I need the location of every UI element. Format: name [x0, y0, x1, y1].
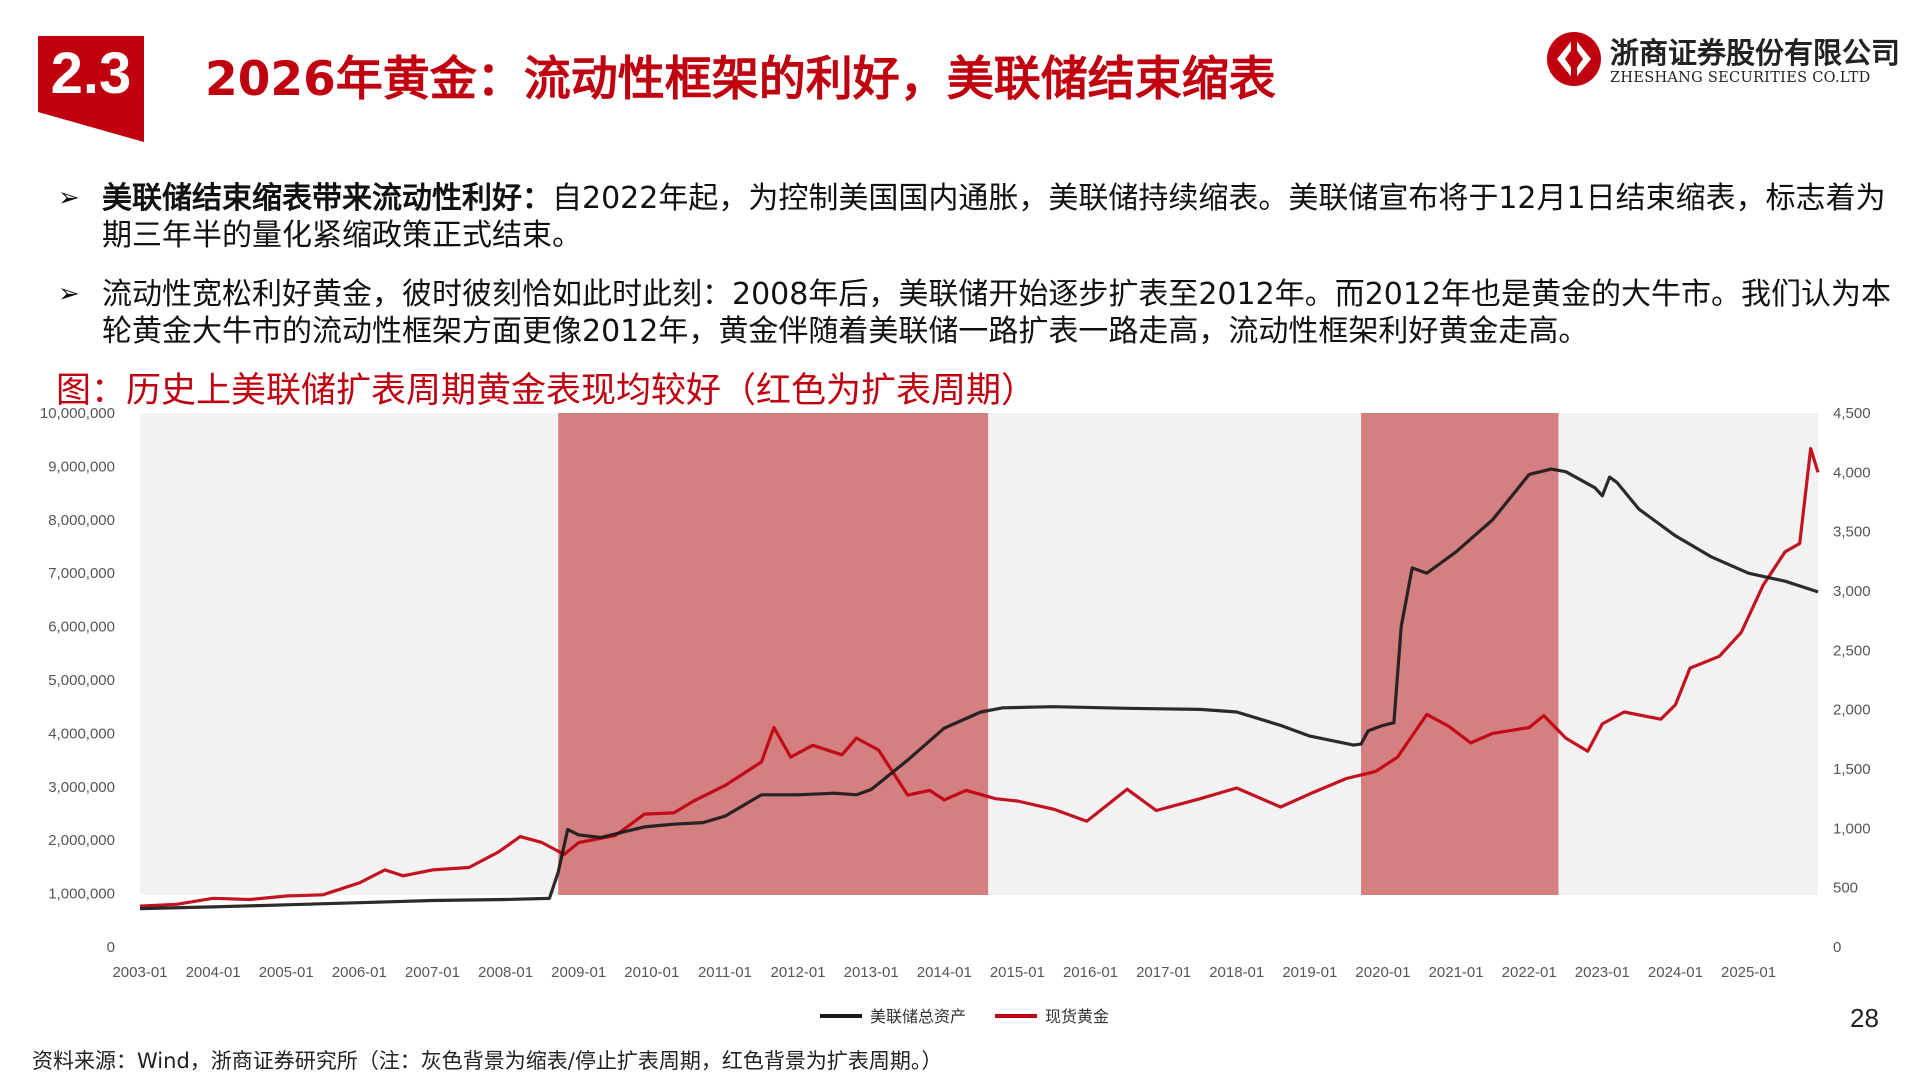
y-left-tick-label: 6,000,000	[48, 619, 115, 636]
y-right-tick-label: 500	[1833, 880, 1858, 897]
expansion-period-band	[558, 413, 989, 895]
bullet-item: ➢ 流动性宽松利好黄金，彼时彼刻恰如此时此刻：2008年后，美联储开始逐步扩表至…	[58, 276, 1898, 350]
x-tick-label: 2003-01	[112, 964, 167, 981]
x-tick-label: 2017-01	[1136, 964, 1191, 981]
company-logo: 浙商证券股份有限公司 ZHESHANG SECURITIES CO.LTD	[1545, 30, 1900, 92]
page-title: 2026年黄金：流动性框架的利好，美联储结束缩表	[205, 52, 1276, 107]
bullet-list: ➢ 美联储结束缩表带来流动性利好：自2022年起，为控制美国国内通胀，美联储持续…	[58, 180, 1898, 372]
x-tick-label: 2022-01	[1502, 964, 1557, 981]
page-number: 28	[1850, 1003, 1879, 1033]
x-tick-label: 2012-01	[771, 964, 826, 981]
y-left-tick-label: 7,000,000	[48, 565, 115, 582]
y-left-tick-label: 0	[107, 939, 115, 956]
figure-caption: 图：历史上美联储扩表周期黄金表现均较好（红色为扩表周期）	[56, 371, 1037, 411]
y-left-tick-label: 4,000,000	[48, 725, 115, 742]
bullet-arrow-icon: ➢	[58, 279, 80, 309]
x-tick-label: 2019-01	[1282, 964, 1337, 981]
y-left-tick-label: 9,000,000	[48, 458, 115, 475]
x-tick-label: 2008-01	[478, 964, 533, 981]
x-tick-label: 2006-01	[332, 964, 387, 981]
x-tick-label: 2024-01	[1648, 964, 1703, 981]
bullet-text: 流动性宽松利好黄金，彼时彼刻恰如此时此刻：2008年后，美联储开始逐步扩表至20…	[102, 277, 1892, 349]
series-line-gold	[139, 447, 1820, 908]
zheshang-logo-icon	[1547, 32, 1601, 86]
expansion-period-band	[1361, 413, 1559, 895]
x-tick-label: 2013-01	[844, 964, 899, 981]
y-right-tick-label: 2,000	[1833, 702, 1871, 719]
y-right-tick-label: 1,000	[1833, 820, 1871, 837]
bullet-text: 自2022年起，为控制美国国内通胀，美联储持续缩表。美联储宣布将于12月1日结束…	[102, 181, 1886, 253]
y-left-tick-label: 5,000,000	[48, 672, 115, 689]
x-tick-label: 2015-01	[990, 964, 1045, 981]
section-number-badge: 2.3	[38, 36, 144, 142]
y-right-tick-label: 2,500	[1833, 642, 1871, 659]
y-right-tick-label: 4,500	[1833, 405, 1871, 422]
y-left-tick-label: 3,000,000	[48, 779, 115, 796]
y-left-tick-label: 2,000,000	[48, 832, 115, 849]
x-tick-label: 2009-01	[551, 964, 606, 981]
x-tick-label: 2023-01	[1575, 964, 1630, 981]
bullet-item: ➢ 美联储结束缩表带来流动性利好：自2022年起，为控制美国国内通胀，美联储持续…	[58, 180, 1898, 254]
y-right-tick-label: 1,500	[1833, 761, 1871, 778]
bullet-arrow-icon: ➢	[58, 183, 80, 213]
x-tick-label: 2007-01	[405, 964, 460, 981]
y-left-tick-label: 10,000,000	[40, 405, 115, 422]
company-name-en: ZHESHANG SECURITIES CO.LTD	[1610, 70, 1871, 86]
x-tick-label: 2018-01	[1209, 964, 1264, 981]
bullet-bold-lead: 美联储结束缩表带来流动性利好：	[102, 181, 552, 216]
y-right-tick-label: 0	[1833, 939, 1841, 956]
x-tick-label: 2021-01	[1429, 964, 1484, 981]
x-tick-label: 2025-01	[1721, 964, 1776, 981]
x-tick-label: 2010-01	[624, 964, 679, 981]
x-tick-label: 2004-01	[186, 964, 241, 981]
y-left-tick-label: 1,000,000	[48, 886, 115, 903]
y-right-tick-label: 4,000	[1833, 464, 1871, 481]
x-tick-label: 2020-01	[1355, 964, 1410, 981]
company-name: 浙商证券股份有限公司	[1610, 36, 1901, 70]
fed-balance-vs-gold-chart: 0 1,000,000 2,000,000 3,000,000 4,000,000 5,0…	[40, 405, 1871, 1026]
legend-label: 美联储总资产	[870, 1007, 966, 1026]
x-tick-label: 2011-01	[698, 964, 752, 981]
series-line-fed-assets	[139, 467, 1819, 911]
y-right-tick-label: 3,000	[1833, 583, 1871, 600]
legend-label: 现货黄金	[1045, 1007, 1109, 1026]
x-tick-label: 2016-01	[1063, 964, 1118, 981]
y-right-tick-label: 3,500	[1833, 524, 1871, 541]
source-note: 资料来源：Wind，浙商证券研究所（注：灰色背景为缩表/停止扩表周期，红色背景为…	[32, 1049, 943, 1073]
x-tick-label: 2005-01	[259, 964, 314, 981]
y-left-tick-label: 8,000,000	[48, 512, 115, 529]
x-tick-label: 2014-01	[917, 964, 972, 981]
